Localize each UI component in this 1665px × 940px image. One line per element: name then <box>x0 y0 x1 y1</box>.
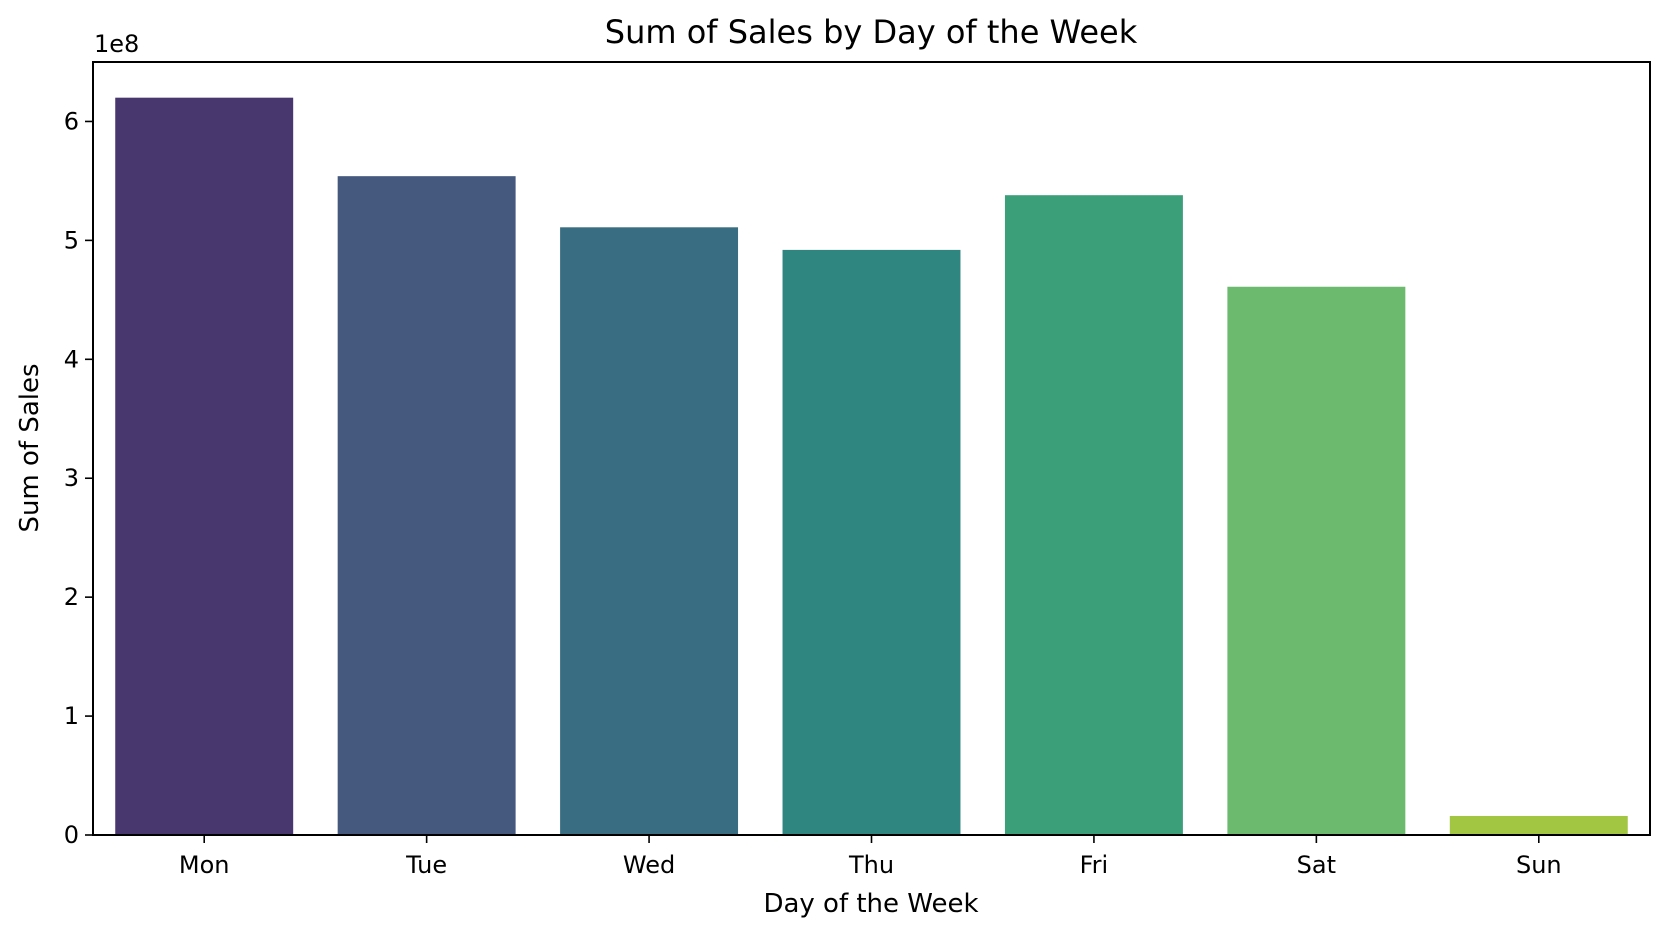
x-tick-label-wed: Wed <box>623 851 675 879</box>
bar-mon <box>115 97 294 836</box>
x-tick-label-tue: Tue <box>405 851 447 879</box>
y-tick-label: 6 <box>64 107 79 135</box>
y-tick-label: 1 <box>64 702 79 730</box>
bar-sun <box>1449 815 1628 835</box>
x-tick-label-sun: Sun <box>1516 851 1562 879</box>
y-tick-label: 4 <box>64 345 79 373</box>
bar-fri <box>1004 195 1183 835</box>
x-tick-label-mon: Mon <box>179 851 230 879</box>
plot-frame <box>92 61 1651 836</box>
y-tick-label: 0 <box>64 821 79 849</box>
x-tick-label-fri: Fri <box>1080 851 1109 879</box>
x-tick-label-sat: Sat <box>1297 851 1336 879</box>
bar-sat <box>1227 286 1406 835</box>
bars-group <box>115 97 1628 836</box>
x-axis-label: Day of the Week <box>763 889 978 919</box>
bar-tue <box>337 176 516 836</box>
x-tick-label-thu: Thu <box>848 851 894 879</box>
y-tick-label: 5 <box>64 226 79 254</box>
y-axis-ticks: 0 1 2 3 4 5 6 <box>64 107 93 849</box>
bar-wed <box>560 227 739 836</box>
y-axis-label: Sum of Sales <box>15 363 45 532</box>
y-axis-offset-label: 1e8 <box>94 30 139 58</box>
y-tick-label: 2 <box>64 583 79 611</box>
y-tick-label: 3 <box>64 464 79 492</box>
bar-thu <box>782 249 961 835</box>
chart-title: Sum of Sales by Day of the Week <box>605 13 1138 51</box>
x-axis-ticks: Mon Tue Wed Thu Fri Sat Sun <box>179 835 1562 879</box>
